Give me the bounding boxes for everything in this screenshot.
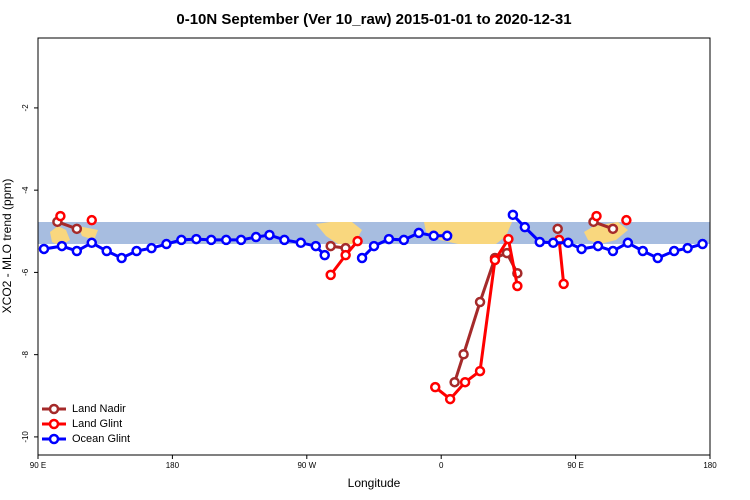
data-point: [429, 381, 441, 393]
legend-label: Land Glint: [72, 418, 122, 430]
data-point: [668, 245, 680, 257]
data-point: [205, 234, 217, 246]
data-point: [637, 245, 649, 257]
data-point: [71, 223, 83, 235]
data-point: [356, 252, 368, 264]
data-point: [325, 240, 336, 252]
x-axis-label: Longitude: [348, 476, 401, 490]
land: [78, 226, 98, 240]
x-tick-label: 0: [439, 461, 444, 470]
legend-marker: [48, 403, 60, 415]
y-tick-label: -10: [21, 431, 30, 443]
data-point: [652, 252, 663, 264]
data-point: [458, 348, 469, 360]
data-point: [55, 210, 66, 222]
data-point: [161, 238, 172, 250]
data-point: [131, 245, 142, 257]
data-point: [547, 237, 559, 249]
data-point: [71, 245, 83, 257]
data-point: [319, 249, 330, 261]
data-point: [398, 234, 410, 246]
data-point: [264, 229, 275, 241]
data-point: [176, 234, 187, 246]
data-point: [352, 235, 363, 247]
land: [316, 222, 362, 244]
data-point: [697, 238, 708, 250]
x-tick-label: 90 E: [567, 461, 583, 470]
legend-marker: [48, 418, 60, 430]
data-point: [116, 252, 127, 264]
data-point: [325, 269, 336, 281]
chart-title: 0-10N September (Ver 10_raw) 2015-01-01 …: [176, 11, 571, 28]
x-tick-label: 180: [703, 461, 717, 470]
data-point: [101, 245, 112, 257]
data-point: [474, 296, 486, 308]
y-tick-label: -8: [21, 351, 30, 359]
legend-label: Land Nadir: [72, 403, 126, 415]
data-point: [534, 236, 546, 248]
data-point: [621, 214, 632, 226]
data-point: [592, 240, 604, 252]
data-point: [413, 227, 425, 239]
y-tick-label: -4: [21, 186, 30, 194]
data-point: [512, 267, 523, 279]
data-point: [562, 237, 574, 249]
data-point: [235, 234, 247, 246]
data-point: [622, 237, 634, 249]
series-line: [56, 220, 614, 383]
data-point: [449, 376, 460, 388]
y-tick-label: -6: [21, 268, 30, 276]
plot-frame: [37, 37, 711, 456]
data-point: [682, 242, 693, 254]
data-point: [441, 230, 453, 242]
legend-label: Ocean Glint: [72, 433, 130, 445]
data-point: [576, 243, 587, 255]
data-point: [489, 254, 501, 266]
data-point: [191, 233, 202, 245]
data-point: [310, 240, 322, 252]
data-point: [607, 223, 619, 235]
legend-marker: [48, 433, 60, 445]
data-point: [512, 280, 523, 292]
y-axis-label: XCO2 - MLO trend (ppm): [0, 179, 14, 314]
data-point: [558, 278, 569, 290]
data-point: [607, 245, 619, 257]
data-point: [340, 249, 351, 261]
x-tick-label: 90 E: [30, 461, 46, 470]
data-point: [86, 237, 98, 249]
data-point: [56, 240, 68, 252]
data-point: [250, 231, 262, 243]
land: [50, 226, 70, 246]
data-point: [552, 223, 563, 235]
data-point: [474, 365, 486, 377]
data-point: [507, 209, 519, 221]
data-point: [503, 233, 514, 245]
data-point: [519, 221, 531, 233]
x-tick-label: 180: [166, 461, 180, 470]
data-point: [383, 233, 395, 245]
data-point: [444, 393, 456, 405]
x-tick-label: 90 W: [297, 461, 316, 470]
data-point: [428, 230, 439, 242]
data-point: [86, 214, 98, 226]
data-point: [591, 210, 602, 222]
data-point: [220, 234, 232, 246]
data-point: [279, 234, 290, 246]
y-tick-label: -2: [21, 104, 30, 112]
data-point: [459, 376, 471, 388]
data-point: [295, 237, 307, 249]
data-point: [38, 243, 50, 255]
data-point: [368, 240, 380, 252]
data-point: [146, 242, 157, 254]
